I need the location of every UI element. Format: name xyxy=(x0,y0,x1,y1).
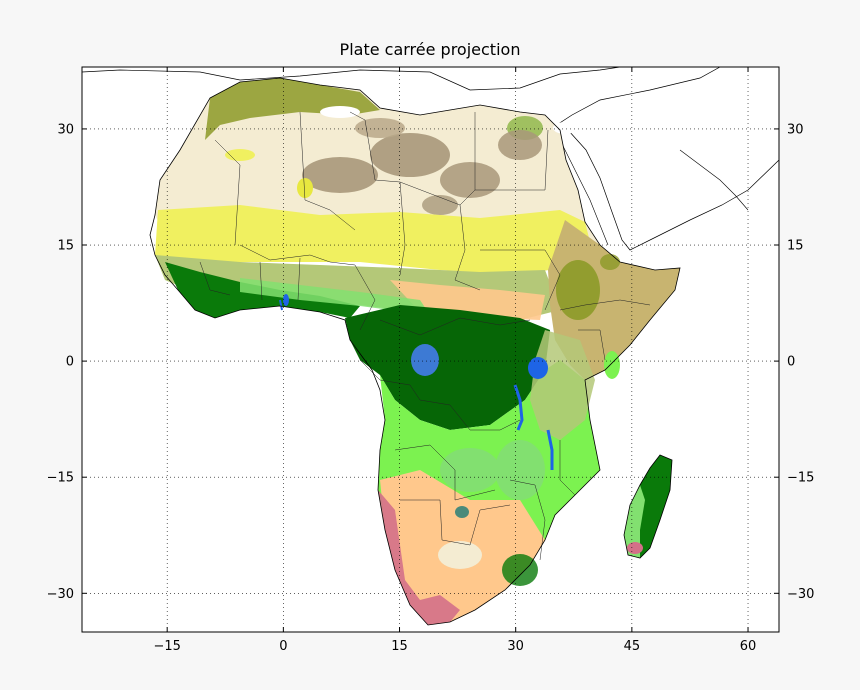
desert-brown-patch xyxy=(498,130,542,160)
border xyxy=(214,139,241,246)
madagascar-south xyxy=(627,542,643,554)
south-east-green xyxy=(502,554,538,586)
border xyxy=(259,261,263,301)
east-africa-savanna xyxy=(530,330,595,440)
congo-water xyxy=(411,344,439,376)
y-tick-label-right: 30 xyxy=(787,122,804,137)
y-tick-label-right: −15 xyxy=(787,471,814,486)
madagascar-coastline xyxy=(623,454,673,559)
border xyxy=(449,404,521,431)
border xyxy=(578,329,606,361)
border xyxy=(454,204,481,291)
border xyxy=(394,444,496,501)
border xyxy=(379,317,531,336)
border xyxy=(239,244,356,266)
africa-coastline xyxy=(149,77,681,626)
border xyxy=(559,299,651,311)
tick-labels: −15 0 15 30 45 60 30 30 15 15 0 0 −15 −15 −30 −30 xyxy=(47,67,814,654)
border xyxy=(399,181,406,276)
border xyxy=(400,499,511,546)
border xyxy=(509,479,546,561)
y-tick-label-left: 0 xyxy=(66,355,74,370)
border xyxy=(199,261,231,296)
west-africa-grassland xyxy=(240,278,430,315)
y-tick-label-left: −15 xyxy=(47,471,74,486)
x-tick-label: 0 xyxy=(279,639,287,654)
white-sand xyxy=(553,122,577,134)
map-title: Plate carrée projection xyxy=(340,40,521,59)
border xyxy=(475,129,549,191)
grassland-patch xyxy=(440,448,500,492)
europe-outline xyxy=(82,67,621,91)
x-tick-label: 30 xyxy=(507,639,524,654)
africa-north-coast xyxy=(205,78,380,140)
grid-lines xyxy=(82,67,779,632)
y-tick-label-left: −30 xyxy=(47,587,74,602)
y-tick-label-right: 15 xyxy=(787,239,804,254)
ethiopia-highland xyxy=(600,254,620,270)
y-tick-label-left: 15 xyxy=(57,239,74,254)
gulf-shore xyxy=(679,149,749,211)
desert-brown-patch xyxy=(440,162,500,198)
desert-brown-patch xyxy=(355,118,405,138)
y-tick-label-right: −30 xyxy=(787,587,814,602)
grassland-patch xyxy=(495,440,545,500)
horn-of-africa xyxy=(548,220,680,380)
y-tick-label-left: 30 xyxy=(57,122,74,137)
x-tick-label: 45 xyxy=(624,639,641,654)
desert-brown-patch xyxy=(422,195,458,215)
lake-victoria xyxy=(528,357,548,379)
border xyxy=(299,111,356,231)
lake-tanganyika xyxy=(513,384,524,431)
okavango-water xyxy=(455,506,469,518)
kalahari-white xyxy=(438,541,482,569)
desert-brown-patch xyxy=(370,133,450,177)
madagascar-west xyxy=(624,485,645,558)
lake-malawi xyxy=(546,429,554,470)
somali-green xyxy=(604,351,620,379)
x-tick-label: 15 xyxy=(391,639,408,654)
x-tick-label: 60 xyxy=(740,639,757,654)
sahel-yellow-patch xyxy=(297,178,313,198)
namib-pink xyxy=(378,490,460,625)
desert-brown-patch xyxy=(302,157,378,193)
map-layer xyxy=(82,67,779,632)
x-tick-label: −15 xyxy=(153,639,180,654)
red-sea-shore xyxy=(559,139,609,246)
white-sand xyxy=(320,106,360,118)
border xyxy=(480,249,561,311)
niger-river xyxy=(279,299,283,311)
map-axes-frame xyxy=(81,66,780,633)
middle-east-outline xyxy=(551,67,779,251)
y-tick-label-right: 0 xyxy=(787,355,795,370)
border xyxy=(559,440,576,496)
congo-forest xyxy=(345,305,550,430)
border xyxy=(354,264,376,331)
ethiopia-highland xyxy=(556,260,600,320)
border xyxy=(297,257,301,301)
sahel-yellow-patch xyxy=(225,149,255,161)
lake-volta xyxy=(283,294,289,306)
